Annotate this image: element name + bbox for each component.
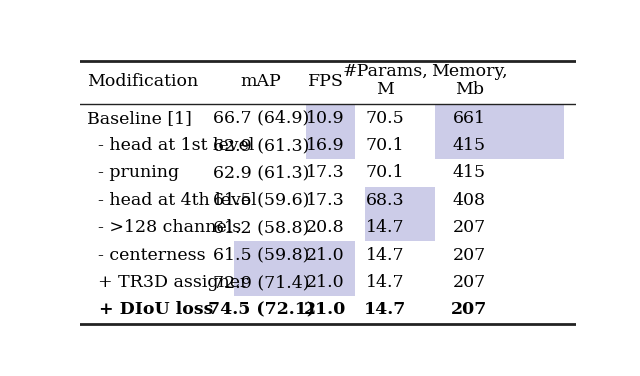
Text: 66.7 (64.9): 66.7 (64.9): [213, 110, 309, 127]
Text: + TR3D assigner: + TR3D assigner: [88, 274, 249, 291]
Text: mAP: mAP: [241, 73, 282, 89]
Text: 207: 207: [451, 302, 488, 318]
Text: + DIoU loss: + DIoU loss: [88, 302, 214, 318]
Text: - head at 4th level: - head at 4th level: [88, 192, 257, 209]
Text: 14.7: 14.7: [365, 274, 404, 291]
Text: 415: 415: [452, 137, 486, 154]
Text: 70.1: 70.1: [365, 164, 404, 182]
Bar: [306, 132, 355, 159]
Bar: [234, 241, 355, 269]
Text: 17.3: 17.3: [306, 192, 345, 209]
Text: 14.7: 14.7: [365, 219, 404, 236]
Text: 61.2 (58.8): 61.2 (58.8): [213, 219, 309, 236]
Text: #Params,: #Params,: [342, 63, 428, 80]
Text: 21.0: 21.0: [306, 274, 345, 291]
Text: 207: 207: [452, 274, 486, 291]
Text: 74.5 (72.1): 74.5 (72.1): [207, 302, 314, 318]
Bar: [306, 105, 355, 132]
Text: - centerness: - centerness: [88, 247, 206, 264]
Text: 415: 415: [452, 164, 486, 182]
Text: 17.3: 17.3: [306, 164, 345, 182]
Text: 62.9 (61.3): 62.9 (61.3): [213, 164, 309, 182]
Text: 21.0: 21.0: [305, 302, 347, 318]
Text: 16.9: 16.9: [306, 137, 345, 154]
Text: Modification: Modification: [88, 73, 198, 89]
Text: 70.1: 70.1: [365, 137, 404, 154]
Bar: [435, 105, 564, 132]
Bar: [365, 214, 435, 241]
Text: FPS: FPS: [308, 73, 344, 89]
Text: 68.3: 68.3: [365, 192, 404, 209]
Text: 661: 661: [453, 110, 486, 127]
Text: Baseline [1]: Baseline [1]: [88, 110, 192, 127]
Bar: [435, 132, 564, 159]
Text: 20.8: 20.8: [306, 219, 345, 236]
Text: Memory,: Memory,: [431, 63, 508, 80]
Text: 70.5: 70.5: [365, 110, 404, 127]
Text: - pruning: - pruning: [88, 164, 180, 182]
Text: 72.9 (71.4): 72.9 (71.4): [212, 274, 309, 291]
Text: 62.9 (61.3): 62.9 (61.3): [213, 137, 309, 154]
Text: 14.7: 14.7: [364, 302, 406, 318]
Text: 207: 207: [452, 247, 486, 264]
Bar: [234, 269, 355, 296]
Text: 14.7: 14.7: [365, 247, 404, 264]
Bar: [365, 186, 435, 214]
Text: 21.0: 21.0: [306, 247, 345, 264]
Text: 61.5 (59.6): 61.5 (59.6): [213, 192, 309, 209]
Text: 408: 408: [453, 192, 486, 209]
Text: 207: 207: [452, 219, 486, 236]
Text: 61.5 (59.8): 61.5 (59.8): [213, 247, 309, 264]
Text: M: M: [376, 82, 394, 99]
Text: - head at 1st level: - head at 1st level: [88, 137, 255, 154]
Text: 10.9: 10.9: [306, 110, 345, 127]
Text: Mb: Mb: [455, 82, 484, 99]
Text: - >128 channels: - >128 channels: [88, 219, 242, 236]
